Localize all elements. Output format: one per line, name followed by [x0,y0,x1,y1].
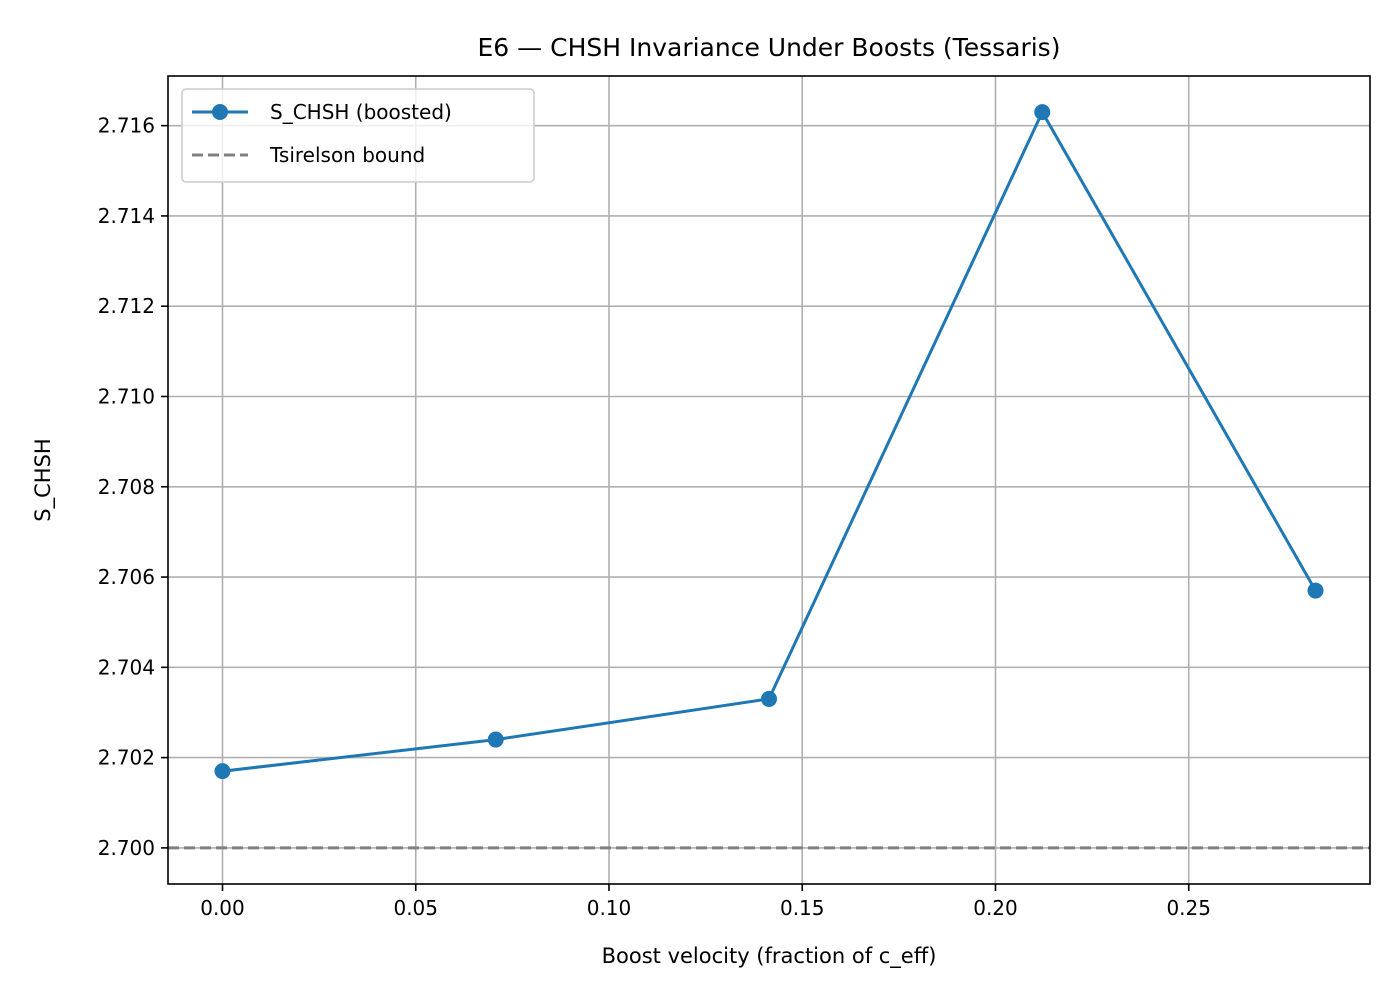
x-axis-label: Boost velocity (fraction of c_eff) [602,944,937,969]
legend: S_CHSH (boosted) Tsirelson bound [181,88,535,183]
legend-box [181,88,535,183]
grid [168,76,1370,884]
y-tick-label: 2.702 [98,746,155,770]
y-tick-label: 2.716 [98,114,155,138]
y-tick-label: 2.710 [98,384,155,408]
data-point [214,763,231,780]
y-axis-ticks: 2.700 2.702 2.704 2.706 2.708 2.710 2.712 2.714… [98,114,168,860]
plot-frame [167,75,1371,885]
y-tick-label: 2.706 [98,565,155,589]
legend-reference-label: Tsirelson bound [269,143,425,167]
x-tick-label: 0.15 [780,896,825,920]
legend-series-label: S_CHSH (boosted) [270,100,452,124]
y-tick-label: 2.700 [98,836,155,860]
y-axis-label: S_CHSH [31,438,56,521]
data-point [1307,582,1324,599]
legend-series-marker [212,104,228,120]
x-tick-label: 0.20 [973,896,1018,920]
x-tick-label: 0.10 [587,896,632,920]
data-point [487,731,504,748]
y-tick-label: 2.712 [98,294,155,318]
x-tick-label: 0.05 [393,896,438,920]
data-point [761,690,777,707]
data-point [1034,104,1051,121]
x-axis-ticks: 0.00 0.05 0.10 0.15 0.20 0.25 [200,884,1211,920]
y-tick-label: 2.708 [98,475,155,499]
x-tick-label: 0.00 [200,896,245,920]
y-tick-label: 2.714 [98,204,155,228]
chart-title: E6 — CHSH Invariance Under Boosts (Tessa… [478,33,1061,62]
y-tick-label: 2.704 [98,655,155,679]
series [214,104,1324,780]
x-tick-label: 0.25 [1166,896,1211,920]
